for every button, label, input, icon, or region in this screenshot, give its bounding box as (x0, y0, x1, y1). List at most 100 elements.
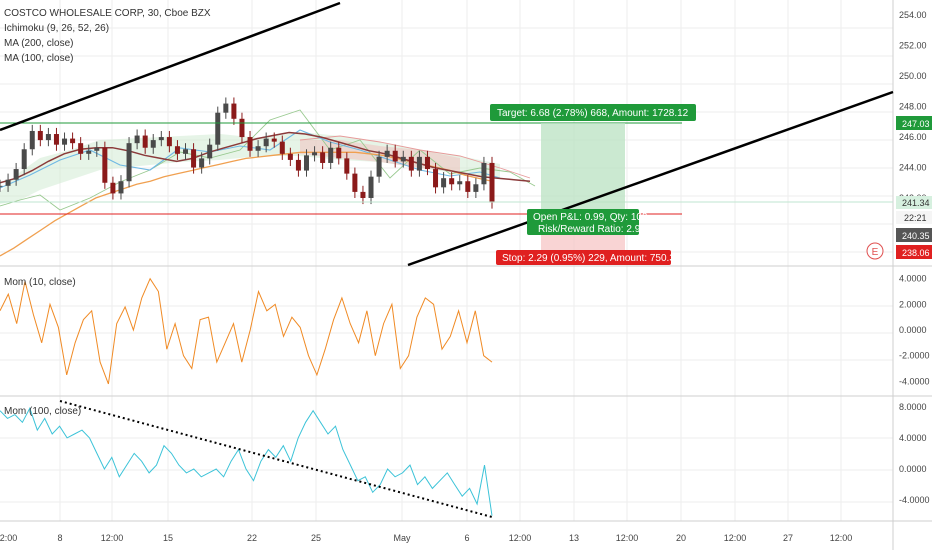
candle-body (295, 159, 301, 171)
risk-reward-label: Risk/Reward Ratio: 2.92 (538, 224, 646, 235)
candle-body (215, 112, 221, 145)
candle-body (78, 143, 84, 154)
candle-body (424, 156, 430, 170)
indicator-ma100[interactable]: MA (100, close) (4, 53, 74, 64)
candle-body (150, 140, 156, 148)
indicator-ma200[interactable]: MA (200, close) (4, 38, 74, 49)
candle-body (465, 181, 471, 192)
candle-body (86, 150, 92, 154)
indicator-ichimoku[interactable]: Ichimoku (9, 26, 52, 26) (4, 23, 110, 34)
candle-body (62, 138, 68, 145)
candle-body (449, 178, 455, 185)
candle-body (368, 176, 374, 198)
candle-body (392, 150, 398, 162)
mom100-title[interactable]: Mom (100, close) (4, 406, 82, 417)
earnings-marker-label: E (872, 247, 879, 258)
candle-body (255, 146, 261, 151)
mom10-axis[interactable]: 4.0000 2.0000 0.0000 -2.0000 -4.0000 (899, 274, 930, 387)
candle-body (110, 182, 116, 194)
mom100-axis[interactable]: 8.0000 4.0000 0.0000 -4.0000 (899, 402, 930, 505)
pnl-label: Open P&L: 0.99, Qty: 109 (533, 212, 648, 223)
candle-body (441, 178, 447, 188)
candle-body (344, 158, 350, 174)
axis-tick-label: 254.00 (899, 10, 927, 20)
pnl-box[interactable] (527, 209, 639, 235)
candle-body (352, 173, 358, 192)
candle-body (400, 156, 406, 162)
time-tick-label: 25 (311, 533, 321, 543)
candle-body (126, 143, 132, 182)
axis-tick-label: 8.0000 (899, 402, 927, 412)
axis-tick-label: 244.00 (899, 163, 927, 173)
candle-body (481, 162, 487, 185)
candle-body (312, 152, 318, 156)
target-price-tag (896, 116, 932, 130)
candle-body (207, 144, 213, 159)
time-tick-label: 12:00 (830, 533, 853, 543)
time-tick-label: 22 (247, 533, 257, 543)
symbol-title[interactable]: COSTCO WHOLESALE CORP, 30, Cboe BZX (4, 8, 211, 19)
candle-body (376, 156, 382, 177)
time-tick-label: 20 (676, 533, 686, 543)
mom10-legend[interactable]: Mom (10, close) (4, 275, 76, 290)
mom100-line (0, 407, 493, 516)
countdown-text: 22:21 (904, 213, 927, 223)
candle-body (360, 191, 366, 198)
candle-body (53, 134, 59, 145)
price-candles (0, 97, 495, 209)
candle-body (102, 147, 108, 183)
candle-body (174, 146, 180, 154)
axis-tick-label: 246.00 (899, 132, 927, 142)
candle-body (287, 153, 293, 160)
candle-body (13, 169, 19, 180)
target-zone[interactable] (541, 123, 625, 214)
axis-tick-label: 252.00 (899, 41, 927, 51)
axis-tick-label: 4.0000 (899, 274, 927, 284)
target-label: Target: 6.68 (2.78%) 668, Amount: 1728.1… (497, 108, 689, 119)
stop-box[interactable] (496, 250, 671, 265)
candle-body (70, 138, 76, 144)
candle-body (247, 137, 253, 151)
candle-body (279, 141, 285, 154)
candle-body (303, 155, 309, 171)
target-box[interactable] (490, 104, 696, 121)
axis-tick-label: 248.00 (899, 102, 927, 112)
candle-body (384, 150, 390, 157)
candle-body (271, 138, 277, 142)
time-tick-label: 12:00 (509, 533, 532, 543)
entry-price-text: 240.35 (902, 231, 930, 241)
candle-body (433, 169, 439, 188)
axis-tick-label: 4.0000 (899, 433, 927, 443)
main-legend[interactable]: COSTCO WHOLESALE CORP, 30, Cboe BZX Ichi… (4, 6, 211, 66)
candle-body (94, 147, 100, 151)
earnings-marker-icon[interactable] (866, 242, 884, 260)
time-axis[interactable]: 12:00 8 12:00 15 22 25 May 6 12:00 13 12:00 20 12:00… (0, 533, 852, 543)
upper-trendline[interactable] (0, 1, 341, 132)
stop-price-text: 238.06 (902, 248, 930, 258)
time-tick-label: 12:00 (616, 533, 639, 543)
lower-trendline[interactable] (407, 90, 894, 267)
last-price-text: 241.34 (902, 198, 930, 208)
countdown-tag (896, 211, 932, 224)
candle-body (457, 181, 463, 185)
candle-body (21, 149, 27, 170)
candle-body (408, 156, 414, 171)
candle-body (37, 130, 43, 141)
candle-body (166, 137, 172, 147)
target-price-text: 247.03 (902, 119, 930, 129)
axis-tick-label: 0.0000 (899, 325, 927, 335)
candle-body (45, 134, 51, 141)
mom10-title[interactable]: Mom (10, close) (4, 277, 76, 288)
mom10-line (0, 277, 493, 385)
mom100-legend[interactable]: Mom (100, close) (4, 404, 81, 419)
candle-body (199, 158, 205, 168)
candle-body (134, 135, 140, 144)
axis-tick-label: 250.00 (899, 71, 927, 81)
time-tick-label: 12:00 (101, 533, 124, 543)
stop-price-tag (896, 245, 932, 259)
axis-tick-label: -4.0000 (899, 495, 930, 505)
candle-body (0, 185, 3, 187)
